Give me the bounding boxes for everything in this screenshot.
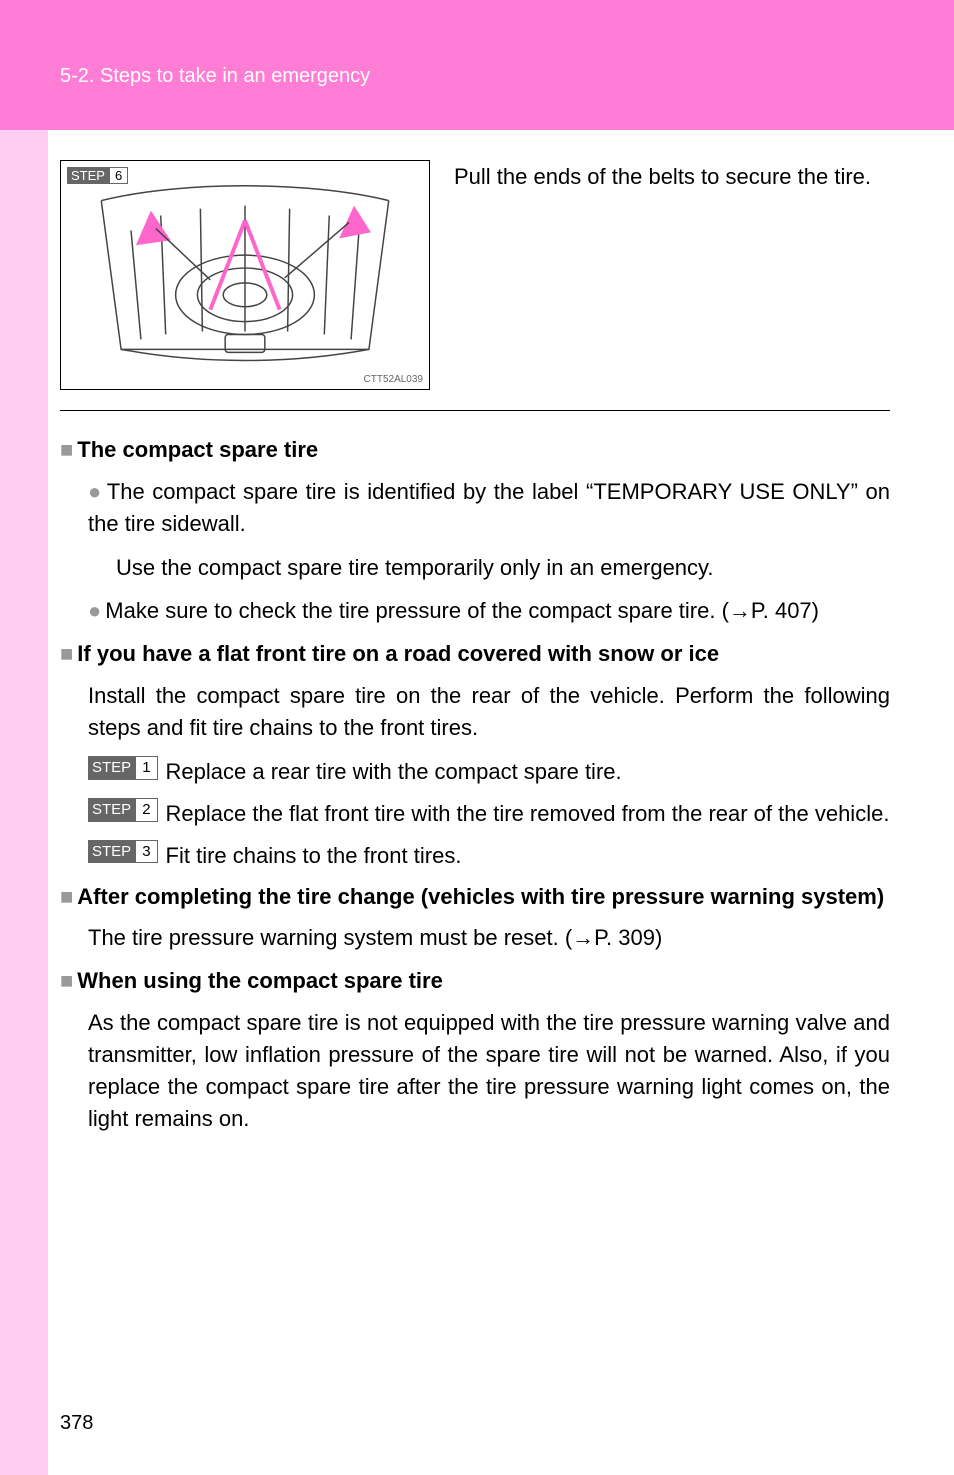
step-word: STEP (88, 798, 135, 822)
section-header: 5-2. Steps to take in an emergency (60, 65, 370, 88)
heading-text: After completing the tire change (vehicl… (77, 884, 884, 909)
step-text: Fit tire chains to the front tires. (166, 840, 890, 872)
heading-flat-front: If you have a flat front tire on a road … (60, 639, 890, 670)
step-word: STEP (88, 840, 135, 864)
step-text: Replace the flat front tire with the tir… (166, 798, 890, 830)
bullet-temp-use: The compact spare tire is identified by … (88, 476, 890, 540)
step-num: 2 (135, 798, 157, 822)
figure-code: CTT52AL039 (364, 374, 423, 385)
para-use-temp: Use the compact spare tire temporarily o… (116, 552, 890, 584)
bullet-check-pressure: Make sure to check the tire pressure of … (88, 595, 890, 627)
heading-text: The compact spare tire (77, 437, 318, 462)
step-2: STEP2 Replace the flat front tire with t… (88, 798, 890, 830)
step-list: STEP1 Replace a rear tire with the compa… (88, 756, 890, 872)
step-num: 1 (135, 756, 157, 780)
figure-row: STEP6 (60, 160, 890, 390)
step-word: STEP (67, 167, 109, 184)
step-word: STEP (88, 756, 135, 780)
trunk-diagram (61, 161, 429, 389)
bullet-text: Make sure to check the tire pressure of … (105, 598, 819, 623)
step-1: STEP1 Replace a rear tire with the compa… (88, 756, 890, 788)
step-badge-6: STEP6 (67, 167, 128, 184)
step-badge-1: STEP1 (88, 756, 158, 780)
para-reset-tpws: The tire pressure warning system must be… (88, 922, 890, 954)
heading-text: When using the compact spare tire (77, 968, 443, 993)
heading-compact-spare: The compact spare tire (60, 435, 890, 466)
bullet-text: The compact spare tire is identified by … (88, 479, 890, 536)
step-badge-3: STEP3 (88, 840, 158, 864)
para-tpws-note: As the compact spare tire is not equippe… (88, 1007, 890, 1135)
heading-after-change: After completing the tire change (vehicl… (60, 882, 890, 913)
heading-when-using: When using the compact spare tire (60, 966, 890, 997)
page-number: 378 (60, 1412, 93, 1435)
heading-text: If you have a flat front tire on a road … (77, 641, 719, 666)
figure-right-text: Pull the ends of the belts to secure the… (454, 160, 890, 193)
step-num: 3 (135, 840, 157, 864)
step-badge-2: STEP2 (88, 798, 158, 822)
step-3: STEP3 Fit tire chains to the front tires… (88, 840, 890, 872)
left-stripe (0, 0, 48, 1475)
page-content: STEP6 (60, 160, 890, 1147)
figure-box: STEP6 (60, 160, 430, 390)
divider (60, 410, 890, 411)
step-num: 6 (109, 167, 128, 184)
para-install-rear: Install the compact spare tire on the re… (88, 680, 890, 744)
step-text: Replace a rear tire with the compact spa… (166, 756, 890, 788)
